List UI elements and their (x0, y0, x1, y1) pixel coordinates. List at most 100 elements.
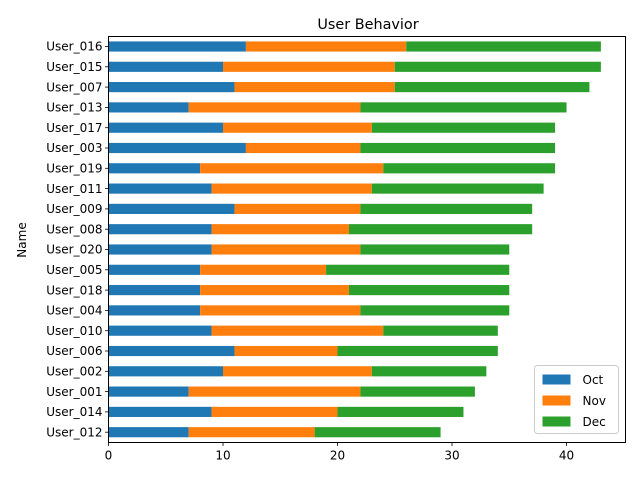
y-tick-label: User_005 (46, 263, 102, 277)
bar-User_006-Oct (108, 345, 235, 357)
bar-User_010-Oct (108, 325, 212, 336)
bar-User_019-Nov (200, 163, 384, 174)
bar-User_016-Dec (406, 41, 601, 52)
legend-swatch-Nov (542, 395, 571, 406)
y-tick-label: User_018 (46, 283, 102, 297)
y-tick-label: User_002 (46, 365, 102, 379)
legend: Oct Nov Dec (534, 365, 619, 434)
legend-label: Dec (583, 415, 606, 429)
bar-User_002-Oct (108, 366, 224, 377)
y-tick-label: User_013 (46, 101, 102, 115)
bar-User_020-Nov (211, 244, 361, 255)
bar-User_014-Oct (108, 406, 212, 417)
bar-User_008-Oct (108, 224, 212, 235)
chart-title: User Behavior (317, 17, 418, 33)
bar-User_001-Nov (188, 386, 361, 397)
bar-User_008-Nov (211, 224, 349, 235)
bar-User_019-Dec (383, 163, 556, 174)
bar-User_015-Dec (394, 61, 601, 72)
bar-User_017-Dec (371, 122, 556, 133)
bar-User_003-Dec (360, 142, 556, 154)
bar-User_011-Oct (108, 183, 212, 194)
legend-swatch-Oct (542, 374, 571, 385)
legend-swatch-Dec (542, 416, 571, 427)
bar-User_008-Dec (348, 224, 533, 235)
bar-User_009-Dec (360, 203, 533, 214)
bar-User_012-Nov (188, 427, 315, 438)
bar-User_007-Dec (394, 82, 590, 93)
y-tick-label: User_014 (46, 405, 102, 419)
bar-User_004-Oct (108, 305, 201, 316)
x-tick-label: 0 (105, 449, 113, 463)
bar-User_006-Nov (234, 345, 338, 357)
y-tick-label: User_008 (46, 222, 102, 236)
bar-User_015-Oct (108, 61, 224, 72)
bars-group (108, 41, 601, 438)
bar-User_006-Dec (337, 345, 498, 357)
bar-User_001-Oct (108, 386, 189, 397)
bar-User_013-Oct (108, 102, 189, 113)
plot-frame (108, 36, 626, 443)
y-tick-label: User_015 (46, 60, 102, 74)
y-tick-label: User_007 (46, 80, 102, 94)
y-tick-labels: User_016 User_015 User_007 User_013 User_017… (46, 40, 109, 439)
bar-User_017-Nov (223, 122, 372, 133)
bar-User_005-Nov (200, 264, 327, 275)
x-tick-labels: 0 10 20 30 40 (105, 442, 574, 463)
y-tick-label: User_011 (46, 182, 102, 196)
x-tick-label: 30 (444, 449, 459, 463)
bar-User_012-Oct (108, 427, 189, 438)
bar-User_011-Nov (211, 183, 372, 194)
y-tick-label: User_020 (46, 243, 102, 257)
bar-User_016-Oct (108, 41, 246, 52)
bar-User_018-Dec (348, 285, 510, 296)
bar-User_016-Nov (245, 41, 407, 52)
bar-User_004-Dec (360, 305, 510, 316)
bar-User_003-Nov (245, 142, 361, 154)
bar-User_015-Nov (223, 61, 395, 72)
y-tick-label: User_019 (46, 162, 102, 176)
bar-User_005-Oct (108, 264, 201, 275)
bar-User_011-Dec (371, 183, 544, 194)
bar-User_020-Oct (108, 244, 212, 255)
y-tick-label: User_016 (46, 40, 102, 54)
bar-User_002-Nov (223, 366, 372, 377)
bar-User_009-Oct (108, 203, 235, 214)
bar-User_019-Oct (108, 163, 201, 174)
y-tick-label: User_010 (46, 324, 102, 338)
y-tick-label: User_017 (46, 121, 102, 135)
bar-User_020-Dec (360, 244, 510, 255)
x-tick-label: 20 (330, 449, 345, 463)
bar-User_013-Nov (188, 102, 361, 113)
bar-User_003-Oct (108, 142, 246, 154)
legend-label: Nov (583, 394, 606, 408)
bar-User_009-Nov (234, 203, 361, 214)
y-axis-label: Name (15, 222, 29, 257)
bar-User_014-Nov (211, 406, 338, 417)
x-tick-label: 10 (215, 449, 230, 463)
y-tick-label: User_006 (46, 344, 102, 358)
bar-User_007-Oct (108, 82, 235, 93)
bar-User_017-Oct (108, 122, 224, 133)
bar-User_010-Dec (383, 325, 498, 336)
bar-User_005-Dec (326, 264, 510, 275)
y-tick-label: User_003 (46, 141, 102, 155)
bar-User_018-Oct (108, 285, 201, 296)
y-tick-label: User_004 (46, 304, 102, 318)
x-tick-label: 40 (559, 449, 574, 463)
bar-User_014-Dec (337, 406, 464, 417)
bar-User_001-Dec (360, 386, 475, 397)
bar-User_002-Dec (371, 366, 487, 377)
legend-label: Oct (583, 373, 604, 387)
y-tick-label: User_001 (46, 385, 102, 399)
bar-User_007-Nov (234, 82, 395, 93)
y-tick-label: User_009 (46, 202, 102, 216)
bar-User_013-Dec (360, 102, 567, 113)
bar-User_010-Nov (211, 325, 384, 336)
bar-User_012-Dec (314, 427, 441, 438)
bar-User_018-Nov (200, 285, 349, 296)
bar-User_004-Nov (200, 305, 361, 316)
y-tick-label: User_012 (46, 425, 102, 439)
